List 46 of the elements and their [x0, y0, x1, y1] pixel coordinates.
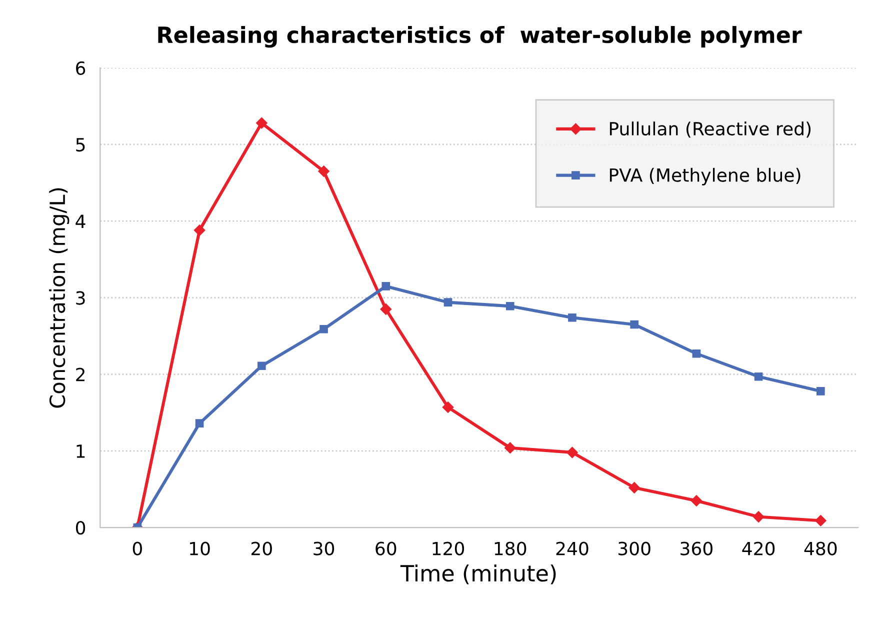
- point: [506, 302, 514, 310]
- point: [444, 298, 452, 306]
- y-axis-title: Concentration (mg/L): [49, 188, 70, 408]
- y-tick-label: 0: [76, 520, 86, 535]
- point: [630, 320, 638, 329]
- point: [195, 419, 204, 428]
- point: [442, 402, 454, 413]
- y-tick-label: 1: [76, 444, 85, 458]
- x-tick-label: 30: [314, 542, 334, 556]
- point: [380, 304, 392, 315]
- point: [194, 224, 206, 236]
- y-tick-label: 6: [76, 61, 86, 75]
- point: [752, 511, 764, 522]
- point: [754, 372, 763, 381]
- x-tick-label: 120: [432, 542, 464, 556]
- x-tick-label: 180: [494, 542, 526, 556]
- x-tick-label: 420: [742, 542, 775, 556]
- x-tick-label: 480: [804, 542, 837, 556]
- y-tick-label: 5: [76, 138, 85, 152]
- point: [257, 362, 266, 370]
- point: [816, 387, 825, 396]
- x-axis-title: Time (minute): [400, 564, 556, 584]
- point: [320, 324, 328, 334]
- x-tick-label: 240: [556, 542, 588, 556]
- point: [566, 446, 578, 458]
- x-tick-label: 360: [680, 542, 712, 556]
- point: [692, 349, 701, 358]
- x-tick-label: 300: [618, 542, 650, 556]
- y-tick-label: 2: [76, 368, 84, 382]
- x-tick-label: 60: [376, 542, 396, 556]
- legend-label: PVA (Methylene blue): [610, 168, 800, 186]
- y-tick-label: 4: [76, 214, 86, 228]
- x-tick-label: 10: [190, 542, 210, 556]
- x-tick-label: 0: [132, 542, 142, 556]
- legend-label: Pullulan (Reactive red): [610, 122, 811, 138]
- point: [815, 515, 826, 526]
- point: [382, 282, 390, 290]
- y-tick-label: 3: [76, 291, 85, 305]
- point: [504, 442, 516, 454]
- point: [628, 482, 640, 494]
- chart-title: Releasing characteristics of water-soluble polymer: [158, 26, 802, 48]
- point: [690, 495, 702, 506]
- point: [256, 117, 268, 129]
- point: [568, 313, 576, 322]
- point: [318, 166, 330, 177]
- x-tick-label: 20: [251, 542, 272, 556]
